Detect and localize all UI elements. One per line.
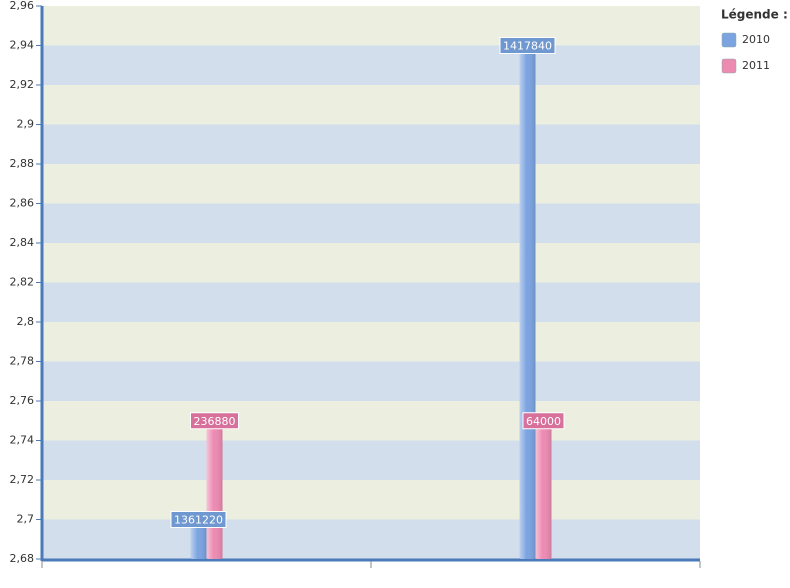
y-tick-label: 2,88 <box>10 157 35 170</box>
y-tick-label: 2,76 <box>10 394 35 407</box>
value-label: 236880 <box>194 415 236 428</box>
value-label-box <box>499 37 556 54</box>
y-tick-label: 2,94 <box>10 39 35 52</box>
grid-band <box>42 85 700 125</box>
value-label: 1417840 <box>503 40 552 53</box>
legend-label: 2011 <box>742 59 770 72</box>
bar-shine <box>519 45 536 559</box>
value-label: 1361220 <box>174 514 223 527</box>
value-label-box <box>190 412 239 430</box>
grid-band <box>42 45 700 85</box>
legend-title: Légende : <box>721 8 788 22</box>
grid-band <box>42 243 700 283</box>
bar-shine <box>190 519 207 559</box>
grid-band <box>42 6 700 46</box>
grid-band <box>42 124 700 164</box>
grid-band <box>42 440 700 480</box>
y-tick-label: 2,8 <box>17 315 35 328</box>
grid-band <box>42 322 700 362</box>
y-tick-label: 2,92 <box>10 78 35 91</box>
bar-shine <box>535 420 552 559</box>
y-tick-label: 2,82 <box>10 276 35 289</box>
y-tick-label: 2,72 <box>10 473 35 486</box>
grid-band <box>42 203 700 243</box>
legend-label: 2010 <box>742 33 770 46</box>
grid-band <box>42 282 700 322</box>
legend-swatch <box>721 58 737 74</box>
y-tick-label: 2,86 <box>10 197 35 210</box>
y-tick-label: 2,74 <box>10 434 35 447</box>
grid-band <box>42 361 700 401</box>
y-tick-label: 2,68 <box>10 552 35 565</box>
grid-band <box>42 480 700 520</box>
grid-band <box>42 164 700 204</box>
y-tick-label: 2,9 <box>17 118 35 131</box>
grid-band <box>42 401 700 441</box>
plot-bands <box>42 6 700 559</box>
value-label-box <box>170 511 227 528</box>
value-label: 64000 <box>526 415 561 428</box>
value-label-box <box>522 412 565 430</box>
bar-shine <box>206 420 223 559</box>
y-tick-label: 2,84 <box>10 236 35 249</box>
grid-band <box>42 519 700 559</box>
y-tick-label: 2,96 <box>10 0 35 12</box>
legend-swatch <box>721 32 737 48</box>
y-tick-label: 2,7 <box>17 513 35 526</box>
y-tick-label: 2,78 <box>10 355 35 368</box>
